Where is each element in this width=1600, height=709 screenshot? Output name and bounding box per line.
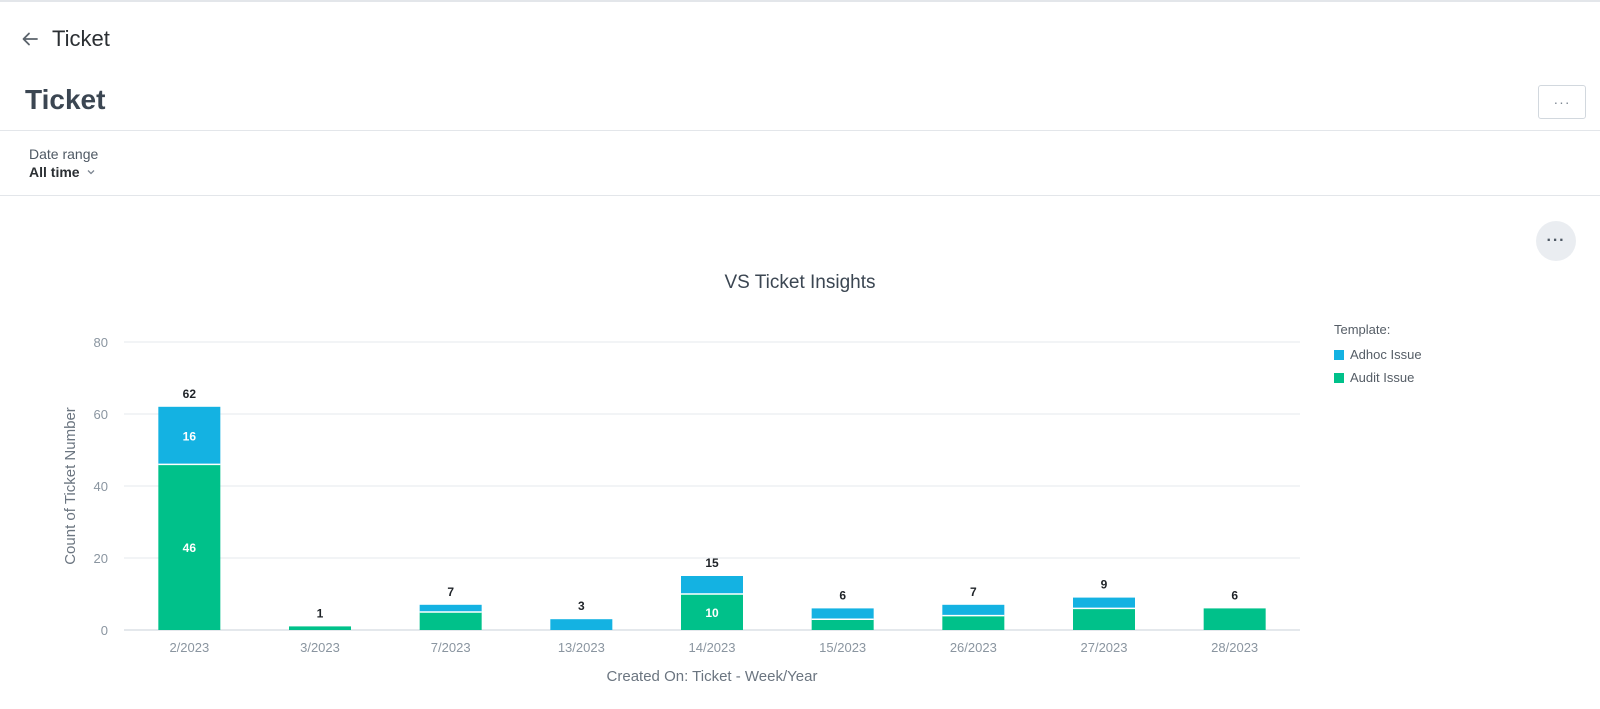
bar-data-label: 16 (183, 430, 197, 444)
bar-adhoc-issue (942, 604, 1005, 616)
y-tick-label: 20 (94, 551, 108, 566)
bar-audit-issue (1203, 608, 1266, 630)
bar-data-label: 46 (183, 541, 197, 555)
bar-adhoc-issue (1073, 597, 1135, 609)
x-tick-label: 26/2023 (950, 640, 997, 655)
x-tick-label: 13/2023 (558, 640, 605, 655)
y-tick-label: 60 (94, 407, 108, 422)
widget-menu-button[interactable]: ··· (1536, 221, 1576, 261)
bar-total-label: 15 (705, 556, 719, 570)
page-title: Ticket (25, 84, 106, 115)
top-border (0, 0, 1600, 2)
bar-audit-issue (681, 594, 743, 630)
x-tick-label: 27/2023 (1081, 640, 1128, 655)
y-tick-label: 0 (101, 623, 108, 638)
bar-total-label: 7 (970, 585, 977, 599)
x-tick-label: 14/2023 (689, 640, 736, 655)
y-tick-label: 40 (94, 479, 108, 494)
legend-swatch (1334, 372, 1344, 383)
bar-adhoc-issue (681, 576, 743, 594)
bar-audit-issue (289, 626, 351, 630)
bar-audit-issue (811, 619, 874, 630)
bar-total-label: 9 (1101, 578, 1108, 592)
bar-audit-issue (158, 464, 221, 630)
back-button[interactable] (18, 27, 42, 51)
bar-data-label: 10 (705, 606, 719, 620)
filter-divider (0, 195, 1600, 196)
legend-swatch (1334, 349, 1344, 360)
date-range-dropdown[interactable]: All time (29, 164, 96, 180)
bar-total-label: 3 (578, 599, 585, 613)
bar-total-label: 6 (839, 588, 846, 602)
page-menu-button[interactable]: ··· (1538, 85, 1586, 119)
bar-total-label: 6 (1231, 588, 1238, 602)
bar-adhoc-issue (419, 604, 482, 612)
y-tick-label: 80 (94, 335, 108, 350)
x-axis-label: Created On: Ticket - Week/Year (607, 668, 818, 685)
arrow-left-icon (22, 32, 38, 46)
nav-title: Ticket (52, 26, 110, 51)
bar-audit-issue (942, 615, 1005, 630)
bar-adhoc-issue (158, 406, 221, 465)
bar-audit-issue (1073, 608, 1135, 630)
legend-label: Audit Issue (1350, 370, 1415, 385)
x-tick-label: 2/2023 (169, 640, 209, 655)
nav-bar: Ticket (18, 22, 110, 56)
bar-audit-issue (419, 612, 482, 630)
bar-total-label: 7 (447, 585, 454, 599)
legend-item[interactable]: Audit Issue (1334, 366, 1422, 389)
y-axis-label: Count of Ticket Number (62, 407, 79, 565)
x-tick-label: 15/2023 (819, 640, 866, 655)
legend-label: Adhoc Issue (1350, 347, 1422, 362)
chart-title: VS Ticket Insights (724, 272, 876, 293)
x-tick-label: 3/2023 (300, 640, 340, 655)
legend: Template: Adhoc Issue Audit Issue (1334, 322, 1422, 389)
date-range-label: Date range (29, 146, 99, 162)
bar-total-label: 62 (183, 387, 197, 401)
header-divider (0, 130, 1600, 131)
bar-adhoc-issue (550, 619, 613, 630)
date-range-value: All time (29, 164, 80, 180)
chart: 0 20 40 60 80 Count of Ticket Number Created O… (62, 335, 1300, 685)
chevron-down-icon (86, 167, 96, 177)
legend-title: Template: (1334, 322, 1391, 337)
x-tick-label: 28/2023 (1211, 640, 1258, 655)
x-tick-label: 7/2023 (431, 640, 471, 655)
legend-item[interactable]: Adhoc Issue (1334, 343, 1422, 366)
bar-total-label: 1 (317, 606, 324, 620)
bar-adhoc-issue (811, 608, 874, 620)
